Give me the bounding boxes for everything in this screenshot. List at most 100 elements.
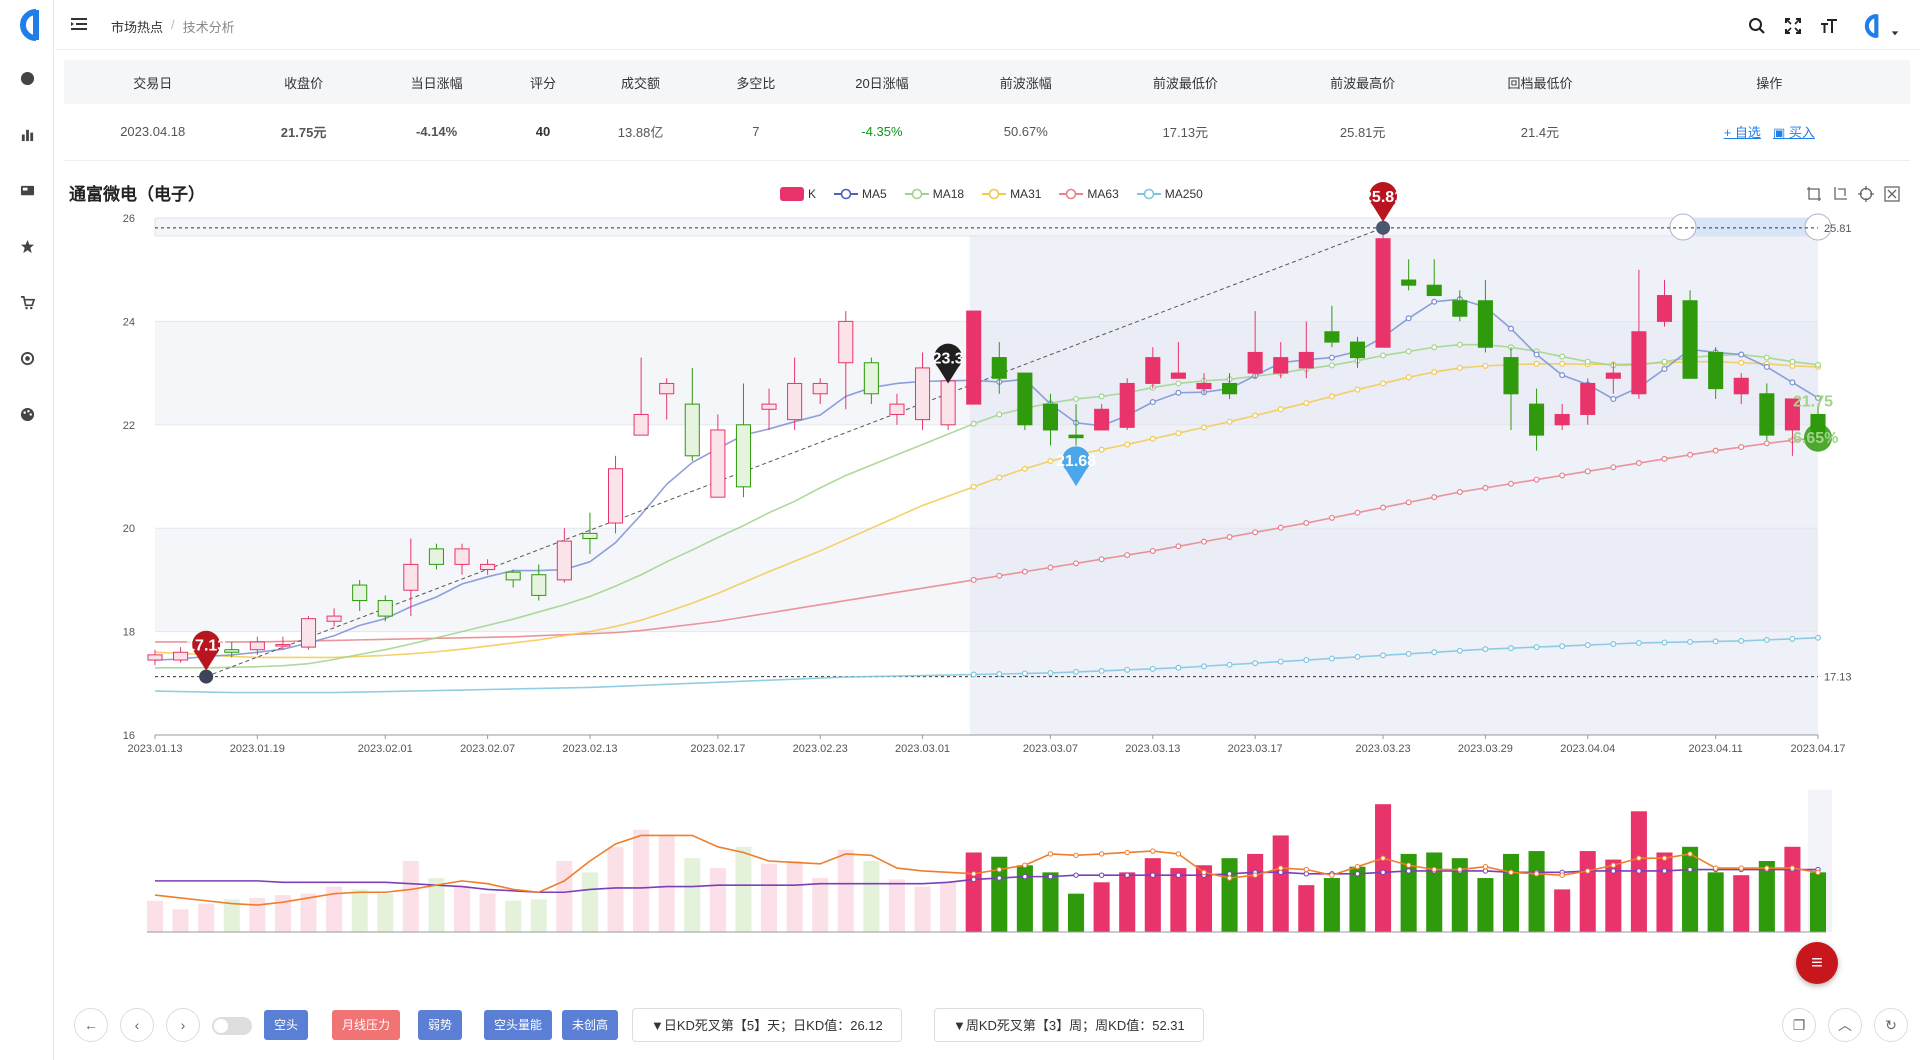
ma250-line-point bbox=[1482, 646, 1489, 653]
legend-k[interactable]: K bbox=[780, 187, 816, 201]
zoom-reset-icon[interactable] bbox=[1832, 186, 1848, 202]
volume-ma-purple bbox=[155, 868, 1818, 894]
candle bbox=[1452, 290, 1468, 322]
volume-ma-purple-point bbox=[1354, 871, 1361, 877]
scroll-top-button[interactable]: ︿ bbox=[1828, 1008, 1862, 1042]
legend-ma63[interactable]: MA63 bbox=[1059, 187, 1119, 201]
search-icon[interactable] bbox=[1746, 15, 1768, 37]
legend-ma250[interactable]: MA250 bbox=[1136, 187, 1203, 201]
candle-body bbox=[710, 429, 726, 498]
candle-body bbox=[991, 357, 1007, 379]
ma18-line-point bbox=[996, 411, 1003, 418]
candle-body bbox=[1452, 300, 1468, 317]
user-avatar[interactable] bbox=[1854, 14, 1888, 38]
breadcrumb-home[interactable]: 市场热点 bbox=[111, 20, 164, 35]
x-tick-label: 2023.03.01 bbox=[895, 743, 950, 755]
legend-ma31[interactable]: MA31 bbox=[982, 187, 1041, 201]
ma250-line-point bbox=[1354, 653, 1361, 660]
volume-ma-orange-point bbox=[1508, 869, 1514, 876]
cart-icon[interactable] bbox=[17, 292, 37, 312]
mode-toggle[interactable] bbox=[212, 1017, 252, 1035]
volume-bar bbox=[914, 886, 931, 932]
back-button[interactable]: ← bbox=[74, 1008, 108, 1042]
header-tools bbox=[1746, 8, 1900, 44]
ma31-line-point bbox=[1328, 393, 1335, 400]
chevron-up-icon: ︿ bbox=[1838, 1017, 1852, 1033]
ma250-line-point bbox=[1431, 649, 1438, 656]
buy-link[interactable]: ▣ 买入 bbox=[1773, 125, 1815, 140]
candle bbox=[1733, 373, 1749, 405]
ma250-line-point bbox=[1507, 645, 1514, 652]
volume-bar bbox=[377, 893, 394, 932]
candle-body bbox=[940, 380, 956, 426]
refresh-button[interactable]: ↻ bbox=[1874, 1008, 1908, 1042]
star-icon[interactable] bbox=[17, 236, 37, 256]
candle-body bbox=[966, 310, 982, 405]
volume-bar bbox=[146, 900, 164, 932]
legend-ma5[interactable]: MA5 bbox=[834, 187, 887, 201]
candle bbox=[838, 311, 854, 410]
restore-icon[interactable] bbox=[1858, 186, 1874, 202]
volume-bar bbox=[1400, 853, 1417, 932]
volume-bar bbox=[1733, 875, 1750, 932]
ma5-line-point bbox=[1763, 363, 1770, 370]
table-row: 2023.04.18 21.75元 -4.14% 40 13.88亿 7 -4.… bbox=[64, 104, 1910, 161]
volume-bar bbox=[402, 861, 419, 932]
candle-body bbox=[1222, 382, 1238, 395]
x-tick-label: 2023.03.23 bbox=[1356, 743, 1411, 755]
bar-chart-icon[interactable] bbox=[17, 124, 37, 144]
fullscreen-icon[interactable] bbox=[1782, 15, 1804, 37]
globe-icon[interactable] bbox=[17, 68, 37, 88]
ma31-line-point bbox=[1456, 364, 1463, 371]
peak-marker-pin bbox=[934, 343, 963, 384]
caret-down-icon[interactable] bbox=[1890, 22, 1900, 44]
ma5-line-point bbox=[1738, 351, 1745, 358]
zoom-handle-left bbox=[1669, 213, 1697, 241]
ma31-line-point bbox=[1047, 457, 1054, 464]
x-tick-label: 2023.01.19 bbox=[230, 743, 285, 755]
volume-bar bbox=[1502, 853, 1520, 932]
palette-icon[interactable] bbox=[17, 404, 37, 424]
app-logo[interactable] bbox=[10, 8, 44, 42]
ma18-line-point bbox=[1431, 344, 1438, 351]
news-icon[interactable] bbox=[17, 180, 37, 200]
legend-ma18[interactable]: MA18 bbox=[904, 187, 964, 201]
menu-fab[interactable]: ≡ bbox=[1796, 942, 1838, 984]
ma63-line-point bbox=[1277, 524, 1284, 531]
summary-table: 交易日 收盘价 当日涨幅 评分 成交额 多空比 20日涨幅 前波涨幅 前波最低价… bbox=[64, 60, 1910, 161]
tag-bear[interactable]: 空头 bbox=[264, 1010, 309, 1040]
add-watchlist-link[interactable]: + 自选 bbox=[1723, 125, 1761, 141]
candle-body bbox=[633, 413, 649, 436]
ma250-line-point bbox=[1175, 664, 1182, 671]
cell-wave-low: 17.13元 bbox=[1096, 104, 1274, 161]
buy-label: 买入 bbox=[1788, 125, 1815, 141]
candle bbox=[863, 357, 879, 405]
summary-table-wrap: 交易日 收盘价 当日涨幅 评分 成交额 多空比 20日涨幅 前波涨幅 前波最低价… bbox=[64, 60, 1910, 161]
tag-monthly-pressure[interactable]: 月线压力 bbox=[332, 1010, 401, 1040]
menu-toggle-icon[interactable] bbox=[70, 15, 88, 33]
area-zoom-icon[interactable] bbox=[1806, 186, 1822, 202]
candle bbox=[684, 367, 700, 461]
candle-body bbox=[1273, 357, 1289, 374]
tag-weak[interactable]: 弱势 bbox=[418, 1010, 463, 1040]
font-size-icon[interactable] bbox=[1818, 15, 1840, 37]
prev-button[interactable]: ‹ bbox=[120, 1008, 154, 1042]
table-header-row: 交易日 收盘价 当日涨幅 评分 成交额 多空比 20日涨幅 前波涨幅 前波最低价… bbox=[64, 60, 1910, 104]
weekly-kd-info: ▼周KD死叉第【3】周；周KD值：52.31 bbox=[934, 1008, 1204, 1042]
ma250-line-point bbox=[1635, 639, 1642, 646]
tag-no-new-high[interactable]: 未创高 bbox=[562, 1010, 619, 1040]
target-icon[interactable] bbox=[17, 348, 37, 368]
ma18-line-point bbox=[1328, 362, 1335, 369]
save-image-icon[interactable] bbox=[1884, 186, 1900, 202]
breadcrumb: 市场热点 / 技术分析 bbox=[111, 17, 235, 36]
tag-bear-volume[interactable]: 空头量能 bbox=[484, 1010, 553, 1040]
next-button[interactable]: › bbox=[166, 1008, 200, 1042]
volume-ma-orange-point bbox=[1457, 866, 1463, 873]
copy-button[interactable]: ❐ bbox=[1782, 1008, 1816, 1042]
bottom-toolbar: ← ‹ › 空头 月线压力 弱势 空头量能 未创高 ▼日KD死叉第【5】天；日K… bbox=[72, 1006, 1912, 1042]
ma250-line-point bbox=[1021, 670, 1028, 677]
volume-bar bbox=[1170, 868, 1187, 932]
candle-body bbox=[173, 651, 189, 661]
volume-bar bbox=[1579, 851, 1596, 932]
